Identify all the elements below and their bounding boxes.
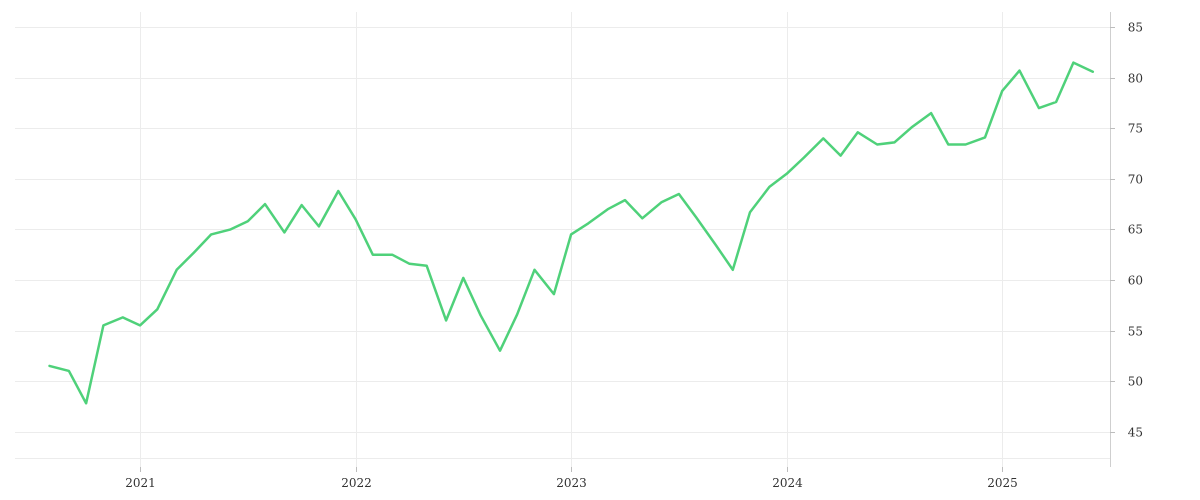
data-point: [83, 400, 89, 406]
data-point: [1070, 60, 1076, 66]
data-point: [659, 199, 665, 205]
x-tick-label: 2023: [556, 476, 587, 490]
data-point: [713, 242, 719, 248]
y-tick-label: 65: [1128, 223, 1143, 237]
y-tick-label: 85: [1128, 21, 1143, 35]
data-point: [639, 215, 645, 221]
grid: [15, 12, 1110, 467]
data-point: [407, 261, 413, 267]
tick-labels: 45 50 55 60 65 70 75 80 85 2021 2022 2023 2024 2025: [125, 21, 1143, 491]
data-point: [1090, 69, 1096, 75]
data-point: [245, 218, 251, 224]
data-point: [154, 306, 160, 312]
data-point: [963, 142, 969, 148]
data-point: [335, 188, 341, 194]
data-point: [891, 139, 897, 145]
data-point: [281, 229, 287, 235]
data-point: [855, 129, 861, 135]
data-point: [120, 314, 126, 320]
data-point: [208, 231, 214, 237]
y-tick-label: 80: [1128, 72, 1143, 86]
data-point: [730, 267, 736, 273]
x-tick-label: 2022: [341, 476, 372, 490]
series: [48, 61, 1095, 405]
y-tick-label: 75: [1128, 122, 1143, 136]
data-point: [982, 134, 988, 140]
data-point: [47, 363, 53, 369]
x-tick-label: 2021: [125, 476, 156, 490]
data-point: [585, 220, 591, 226]
data-point: [551, 291, 557, 297]
y-tick-label: 50: [1128, 375, 1143, 389]
data-point: [316, 223, 322, 229]
data-point: [299, 202, 305, 208]
y-tick-label: 70: [1128, 173, 1143, 187]
data-point: [820, 135, 826, 141]
data-point: [622, 197, 628, 203]
data-point: [100, 322, 106, 328]
data-point: [1053, 99, 1059, 105]
data-point: [443, 317, 449, 323]
data-point: [460, 275, 466, 281]
data-point: [676, 191, 682, 197]
data-point: [262, 201, 268, 207]
data-point: [1036, 105, 1042, 111]
x-tick-label: 2024: [772, 476, 803, 490]
x-tick-label: 2025: [987, 476, 1018, 490]
data-point: [137, 322, 143, 328]
data-point: [514, 311, 520, 317]
data-point: [874, 142, 880, 148]
y-tick-label: 60: [1128, 274, 1143, 288]
data-point: [928, 110, 934, 116]
data-point: [1017, 68, 1023, 74]
series-line: [48, 61, 1095, 405]
data-point: [801, 155, 807, 161]
data-point: [478, 312, 484, 318]
y-tick-label: 55: [1128, 325, 1143, 339]
data-point: [747, 209, 753, 215]
data-point: [370, 252, 376, 258]
data-point: [784, 171, 790, 177]
data-point: [228, 226, 234, 232]
data-point: [838, 153, 844, 159]
data-point: [909, 124, 915, 130]
data-point: [605, 206, 611, 212]
data-point: [353, 216, 359, 222]
data-point: [66, 368, 72, 374]
data-point: [568, 231, 574, 237]
data-point: [424, 263, 430, 269]
data-point: [693, 214, 699, 220]
data-point: [766, 184, 772, 190]
data-point: [532, 267, 538, 273]
data-point: [174, 267, 180, 273]
data-point: [191, 250, 197, 256]
data-point: [945, 142, 951, 148]
data-point: [999, 88, 1005, 94]
y-tick-label: 45: [1128, 426, 1143, 440]
data-point: [389, 252, 395, 258]
data-point: [497, 348, 503, 354]
